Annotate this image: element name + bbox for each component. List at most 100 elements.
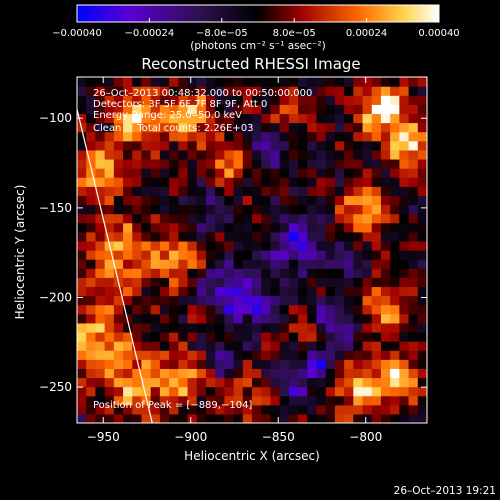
heatmap-cell	[344, 204, 354, 215]
heatmap-cell	[242, 186, 253, 196]
heatmap-cell	[334, 322, 345, 333]
heatmap-cell	[196, 341, 207, 351]
heatmap-cell	[187, 149, 198, 160]
heatmap-cell	[390, 186, 400, 196]
heatmap-cell	[261, 240, 272, 251]
heatmap-cell	[288, 113, 299, 124]
heatmap-cell	[316, 313, 327, 324]
heatmap-cell	[344, 322, 354, 333]
heatmap-cell	[307, 341, 318, 351]
heatmap-cell	[132, 304, 143, 315]
heatmap-cell	[334, 131, 345, 142]
heatmap-cell	[261, 104, 272, 115]
heatmap-cell	[196, 168, 207, 178]
heatmap-cell	[307, 350, 318, 360]
heatmap-cell	[242, 259, 253, 269]
heatmap-cell	[298, 86, 308, 96]
heatmap-cell	[141, 95, 152, 105]
heatmap-cell	[288, 195, 299, 206]
heatmap-cell	[141, 195, 152, 206]
heatmap-cell	[371, 313, 382, 324]
heatmap-cell	[270, 277, 281, 288]
heatmap-cell	[233, 231, 244, 242]
heatmap-cell	[123, 140, 133, 151]
heatmap-cell	[252, 195, 262, 206]
heatmap-cell	[104, 168, 115, 178]
heatmap-cell	[215, 177, 225, 187]
heatmap-cell	[252, 131, 262, 142]
heatmap-cell	[150, 304, 161, 315]
heatmap-cell	[399, 104, 410, 115]
heatmap-cell	[399, 286, 410, 297]
heatmap-cell	[334, 77, 345, 87]
heatmap-cell	[316, 113, 327, 124]
heatmap-cell	[371, 368, 382, 379]
heatmap-cell	[353, 350, 364, 360]
heatmap-cell	[417, 149, 427, 160]
heatmap-cell	[77, 231, 87, 242]
heatmap-cell	[178, 168, 189, 178]
heatmap-cell	[408, 313, 419, 324]
heatmap-cell	[178, 222, 189, 233]
heatmap-cell	[215, 268, 225, 278]
heatmap-cell	[399, 77, 410, 87]
heatmap-cell	[399, 231, 410, 242]
heatmap-cell	[104, 313, 115, 324]
heatmap-cell	[288, 186, 299, 196]
heatmap-cell	[261, 404, 272, 415]
heatmap-cell	[270, 104, 281, 115]
heatmap-cell	[159, 313, 170, 324]
heatmap-cell	[288, 259, 299, 269]
heatmap-cell	[417, 195, 427, 206]
heatmap-cell	[270, 304, 281, 315]
heatmap-cell	[224, 313, 235, 324]
heatmap-cell	[316, 331, 327, 342]
heatmap-cell	[325, 186, 336, 196]
heatmap-cell	[307, 413, 318, 423]
heatmap-cell	[169, 413, 179, 423]
heatmap-cell	[288, 77, 299, 87]
heatmap-cell	[344, 131, 354, 142]
heatmap-cell	[224, 131, 235, 142]
heatmap-cell	[298, 231, 308, 242]
heatmap-cell	[187, 113, 198, 124]
heatmap-cell	[159, 231, 170, 242]
heatmap-cell	[95, 277, 106, 288]
heatmap-cell	[325, 213, 336, 224]
heatmap-cell	[123, 168, 133, 178]
heatmap-cell	[399, 195, 410, 206]
heatmap-cell	[95, 341, 106, 351]
heatmap-cell	[205, 168, 216, 178]
heatmap-cell	[408, 240, 419, 251]
heatmap-cell	[123, 95, 133, 105]
heatmap-cell	[242, 122, 253, 133]
heatmap-cell	[205, 104, 216, 115]
heatmap-cell	[187, 168, 198, 178]
heatmap-cell	[86, 131, 97, 142]
heatmap-cell	[316, 295, 327, 306]
heatmap-cell	[104, 331, 115, 342]
heatmap-cell	[298, 359, 308, 369]
heatmap-cell	[215, 377, 225, 388]
heatmap-cell	[187, 295, 198, 306]
heatmap-cell	[399, 140, 410, 151]
heatmap-cell	[252, 222, 262, 233]
y-tick-label: −200	[39, 291, 72, 305]
heatmap-cell	[233, 341, 244, 351]
heatmap-cell	[169, 104, 179, 115]
heatmap-cell	[233, 359, 244, 369]
heatmap-cell	[390, 177, 400, 187]
heatmap-cell	[95, 77, 106, 87]
heatmap-cell	[169, 186, 179, 196]
heatmap-cell	[279, 104, 290, 115]
heatmap-cell	[298, 250, 308, 260]
heatmap-cell	[77, 213, 87, 224]
heatmap-cell	[298, 95, 308, 105]
heatmap-cell	[86, 204, 97, 215]
heatmap-cell	[169, 322, 179, 333]
heatmap-cell	[187, 331, 198, 342]
heatmap-cell	[362, 368, 373, 379]
heatmap-cell	[270, 386, 281, 397]
heatmap-cell	[334, 195, 345, 206]
heatmap-cell	[417, 186, 427, 196]
